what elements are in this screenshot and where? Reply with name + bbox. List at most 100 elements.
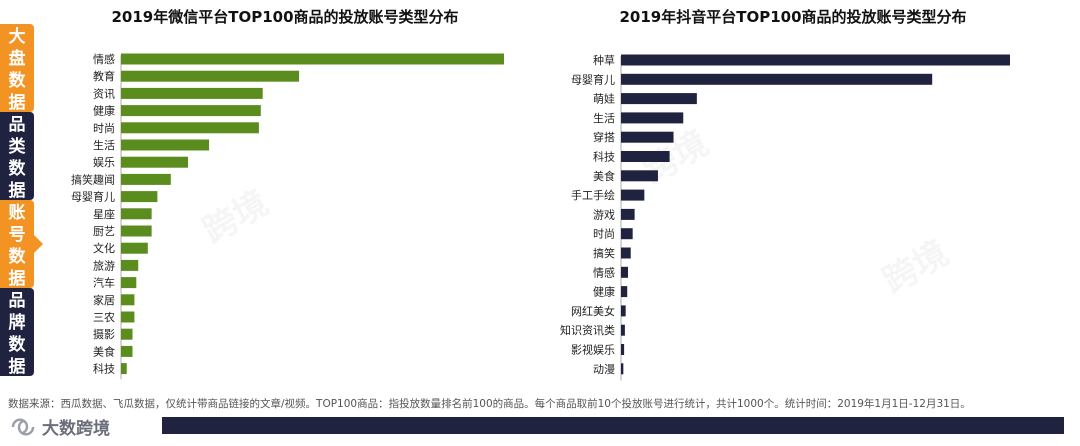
category-label: 知识资讯类 — [560, 323, 615, 337]
chart-title-wechat: 2019年微信平台TOP100商品的投放账号类型分布 — [111, 8, 459, 26]
bar-11 — [121, 225, 152, 237]
category-label: 生活 — [593, 111, 615, 125]
bar-8 — [621, 189, 645, 201]
category-label: 母婴育儿 — [71, 190, 115, 204]
bar-1 — [621, 54, 1010, 66]
bar-2 — [121, 70, 300, 82]
bar-14 — [121, 277, 137, 289]
chart-title-douyin: 2019年抖音平台TOP100商品的投放账号类型分布 — [619, 8, 967, 26]
sidebar-tab-char: 数 — [8, 335, 26, 355]
bar-8 — [121, 173, 171, 185]
bar-17 — [621, 363, 624, 375]
sidebar-tab-char: 据 — [8, 269, 26, 289]
category-label: 情感 — [93, 53, 115, 66]
category-label: 汽车 — [93, 276, 115, 290]
bar-15 — [621, 324, 625, 336]
category-label: 时尚 — [593, 227, 615, 241]
bar-15 — [121, 294, 135, 306]
category-label: 娱乐 — [93, 155, 115, 169]
category-label: 美食 — [93, 344, 115, 358]
sidebar-tab-char: 品 — [8, 115, 26, 135]
bar-9 — [121, 191, 158, 203]
bar-1 — [121, 53, 504, 65]
category-label: 三农 — [93, 310, 115, 324]
category-label: 影视娱乐 — [571, 343, 615, 357]
category-label: 文化 — [93, 241, 115, 255]
bar-12 — [621, 266, 629, 278]
category-label: 搞笑 — [593, 246, 615, 260]
bar-7 — [621, 170, 658, 182]
brand-mark-icon — [11, 418, 35, 435]
sidebar-tab-char: 账 — [8, 203, 26, 223]
brand-name: 大数跨境 — [42, 419, 110, 439]
sidebar-tab-3[interactable]: 品牌数据 — [0, 288, 34, 377]
bar-10 — [621, 228, 633, 240]
category-label: 搞笑趣闻 — [71, 172, 115, 186]
category-label: 健康 — [93, 104, 115, 118]
bar-9 — [621, 208, 635, 220]
bar-14 — [621, 305, 626, 317]
bar-7 — [121, 156, 189, 168]
category-label: 厨艺 — [93, 225, 115, 238]
category-label: 生活 — [93, 138, 115, 152]
category-label: 科技 — [593, 150, 615, 164]
sidebar-tab-char: 据 — [8, 357, 26, 377]
bar-4 — [121, 105, 261, 117]
bar-5 — [621, 131, 674, 143]
bar-3 — [121, 87, 263, 99]
category-label: 教育 — [93, 69, 115, 83]
bar-16 — [621, 344, 625, 355]
data-source-footnote: 数据来源：西瓜数据、飞瓜数据，仅统计带商品链接的文章/视频。TOP100商品：指… — [8, 398, 971, 410]
bar-13 — [621, 286, 628, 298]
category-label: 穿搭 — [593, 130, 615, 144]
sidebar-tab-char: 类 — [8, 137, 26, 157]
bar-17 — [121, 328, 133, 340]
sidebar-tab-0[interactable]: 大盘数据 — [0, 24, 34, 113]
sidebar-tab-char: 号 — [8, 225, 26, 245]
sidebar-tab-1[interactable]: 品类数据 — [0, 112, 34, 201]
bar-11 — [621, 247, 631, 259]
category-label: 动漫 — [593, 362, 615, 376]
sidebar-tab-2[interactable]: 账号数据 — [0, 200, 43, 289]
sidebar-tab-char: 品 — [8, 291, 26, 311]
bar-3 — [621, 93, 697, 105]
sidebar-tab-char: 据 — [8, 93, 26, 113]
category-label: 母婴育儿 — [571, 72, 615, 86]
sidebar-tab-char: 数 — [8, 159, 26, 179]
category-label: 手工手绘 — [571, 188, 615, 202]
category-label: 资讯 — [93, 87, 115, 100]
category-label: 情感 — [593, 266, 615, 279]
category-label: 星座 — [93, 207, 115, 221]
sidebar-tab-char: 数 — [8, 247, 26, 267]
category-label: 健康 — [593, 285, 615, 299]
bar-10 — [121, 208, 152, 220]
sidebar-tab-char: 据 — [8, 181, 26, 201]
category-label: 摄影 — [93, 327, 115, 341]
sidebar-tab-char: 盘 — [8, 49, 26, 69]
category-label: 萌娃 — [593, 92, 615, 106]
footer-bar — [162, 417, 1064, 434]
category-label: 时尚 — [93, 121, 115, 135]
category-label: 种草 — [593, 53, 615, 67]
bar-6 — [121, 139, 210, 151]
category-label: 旅游 — [93, 258, 115, 272]
bar-18 — [121, 345, 133, 357]
bar-13 — [121, 259, 139, 271]
sidebar-nav: 大盘数据品类数据账号数据品牌数据 — [0, 24, 43, 377]
category-label: 科技 — [93, 362, 115, 376]
bar-12 — [121, 242, 148, 254]
category-label: 游戏 — [593, 208, 615, 221]
sidebar-tab-char: 牌 — [8, 313, 26, 333]
bar-4 — [621, 112, 684, 124]
sidebar-tab-char: 大 — [8, 27, 26, 47]
bar-5 — [121, 122, 259, 134]
sidebar-tab-char: 数 — [8, 71, 26, 91]
bar-2 — [621, 73, 933, 85]
brand-logo: 大数跨境 — [10, 414, 110, 439]
bar-16 — [121, 311, 135, 323]
category-label: 家居 — [93, 293, 115, 307]
bar-6 — [621, 151, 670, 162]
active-tab-arrow-icon — [34, 235, 43, 253]
